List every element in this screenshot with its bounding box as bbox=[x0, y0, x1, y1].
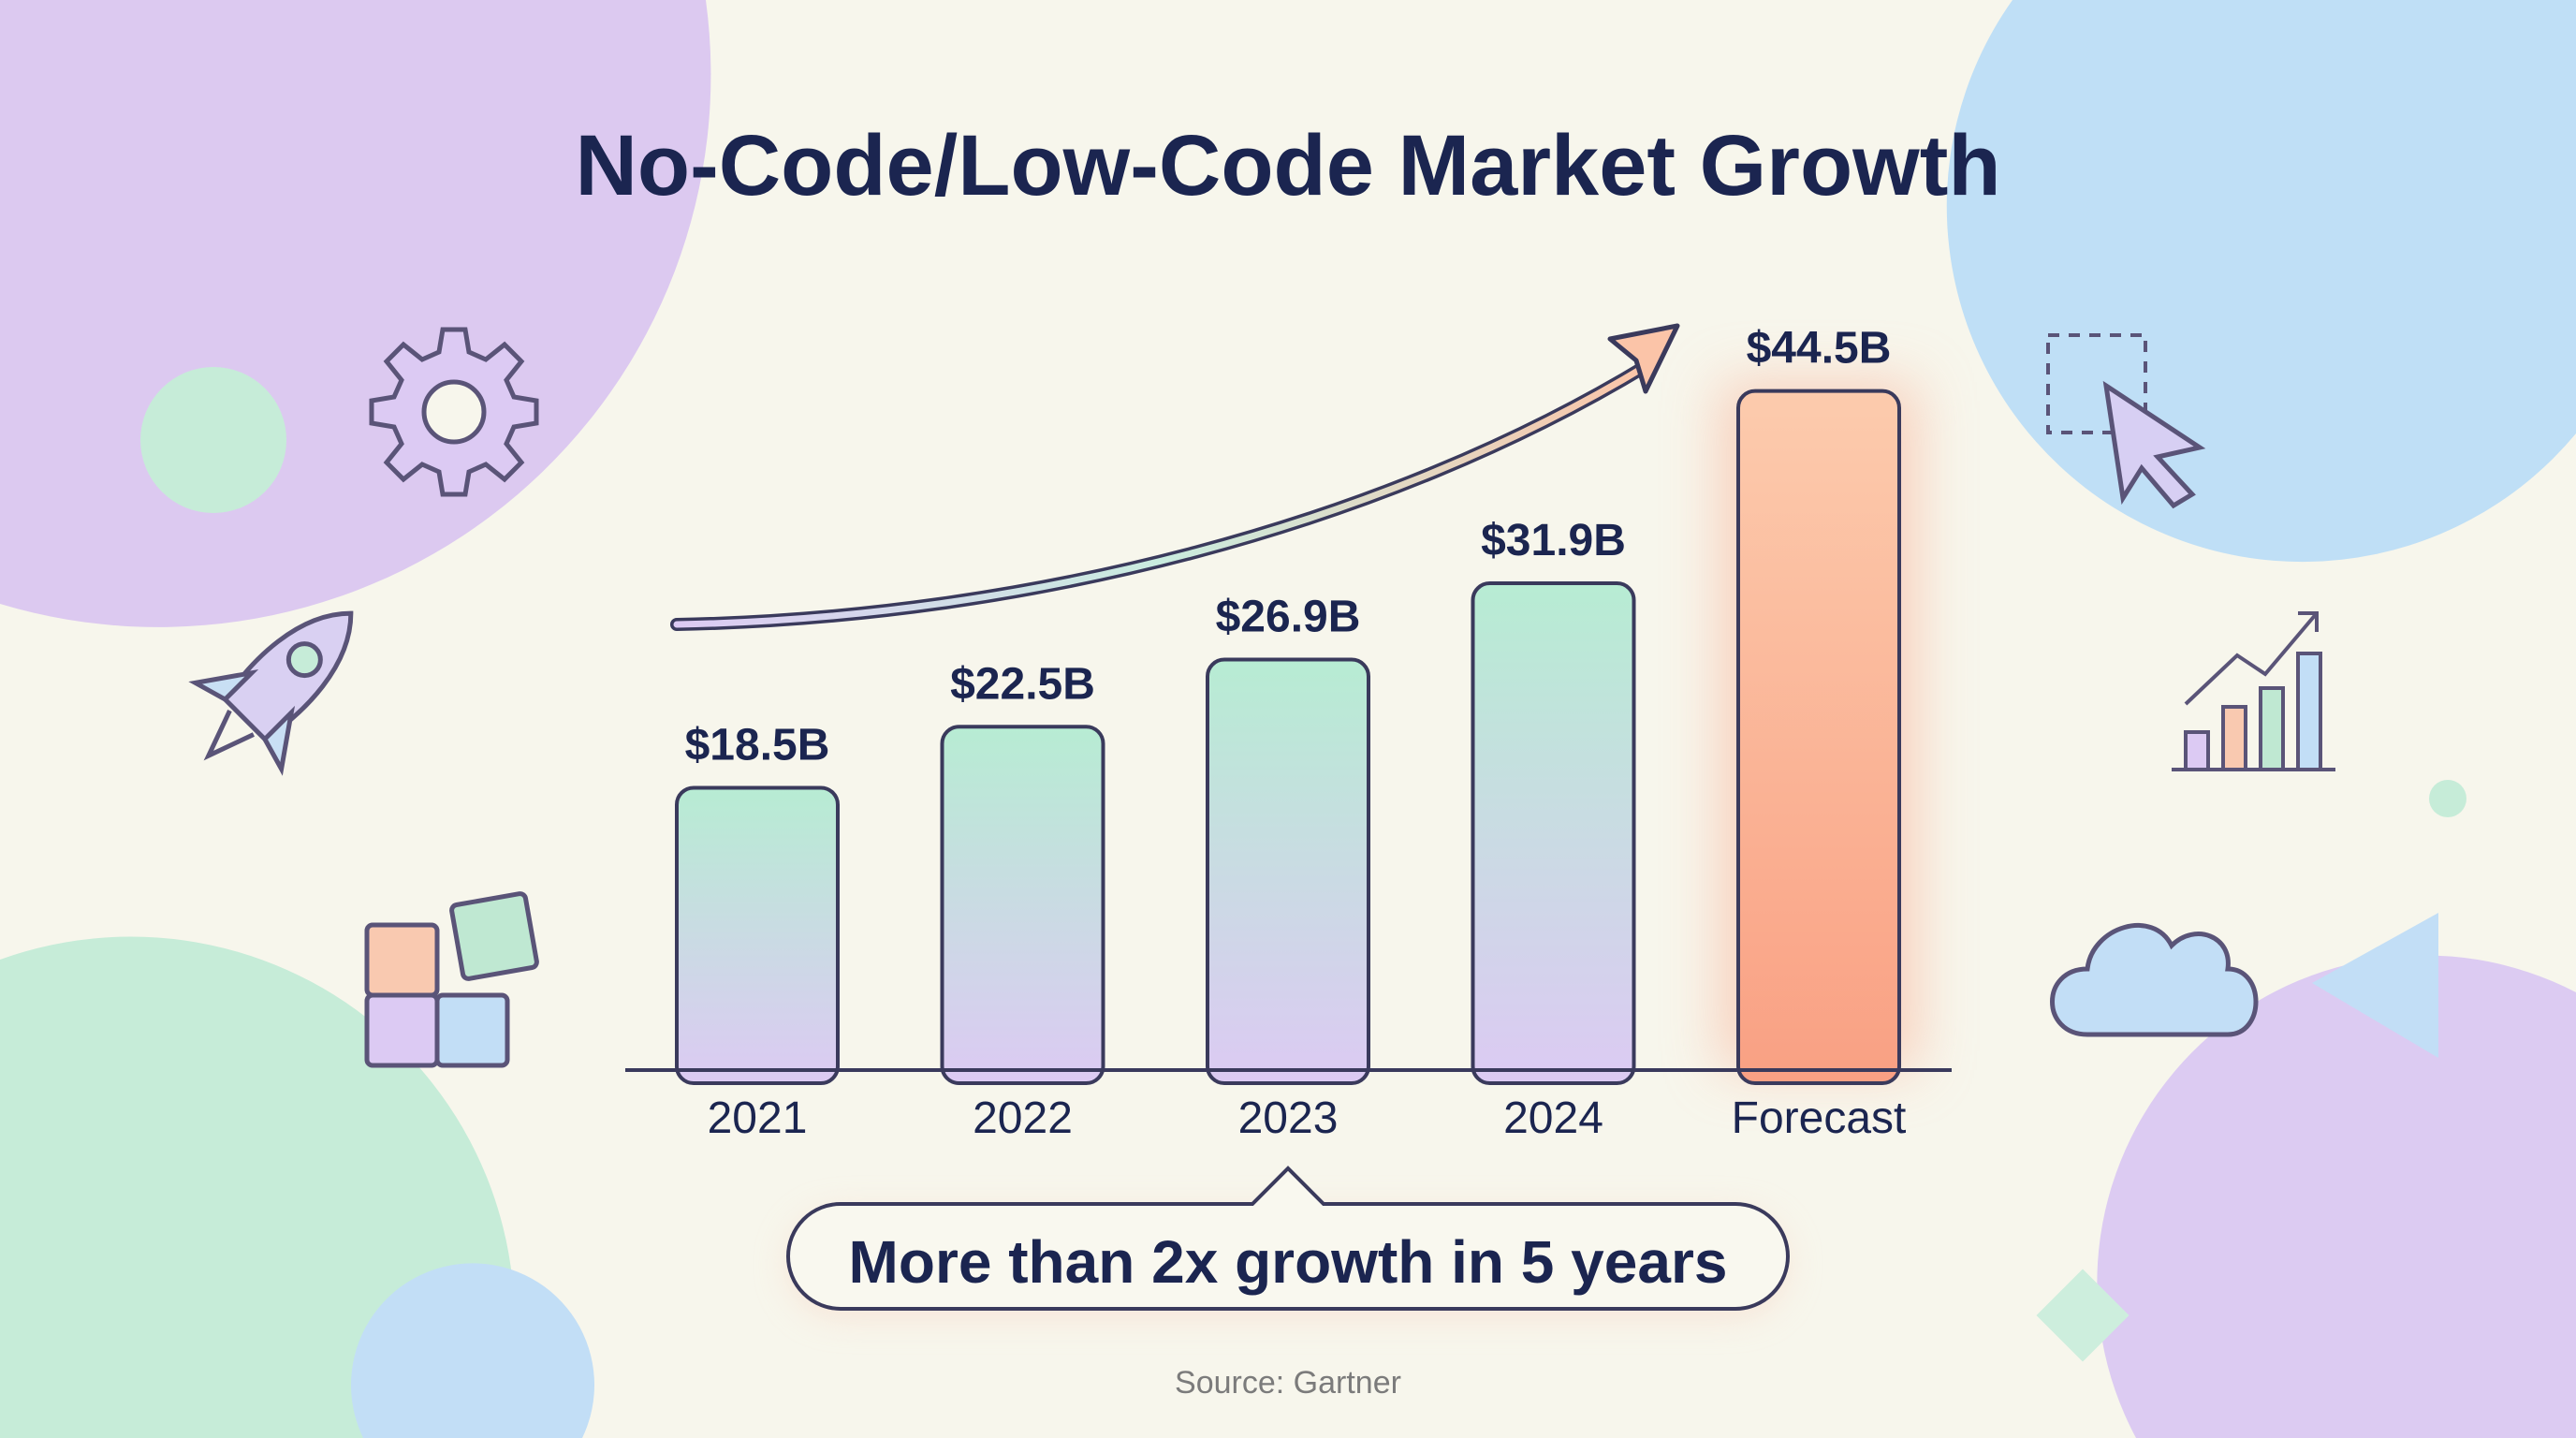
labels-group: $18.5B 2021 $22.5B 2022 $26.9B 2023 $31.9B 2024… bbox=[685, 324, 1907, 1143]
blob-purple-top-left bbox=[0, 0, 711, 627]
bars-group bbox=[675, 381, 1918, 1086]
callout: More than 2x growth in 5 years bbox=[786, 1166, 1790, 1317]
source-note: Source: Gartner bbox=[1175, 1365, 1401, 1401]
category-label: Forecast bbox=[1732, 1093, 1907, 1143]
category-label: 2023 bbox=[1238, 1093, 1339, 1143]
value-label: $18.5B bbox=[685, 720, 830, 770]
blob-blue-top-right bbox=[1946, 0, 2576, 563]
value-label: $26.9B bbox=[1216, 593, 1361, 642]
trend-arrow-icon bbox=[670, 323, 1680, 631]
category-label: 2024 bbox=[1503, 1093, 1603, 1143]
value-label: $31.9B bbox=[1481, 516, 1626, 565]
value-label: $44.5B bbox=[1747, 324, 1892, 374]
rocket-icon bbox=[188, 610, 354, 776]
callout-text: More than 2x growth in 5 years bbox=[849, 1228, 1728, 1296]
cloud-icon bbox=[2050, 922, 2259, 1037]
blob-blue-bottom-left bbox=[351, 1263, 594, 1438]
category-label: 2022 bbox=[973, 1093, 1073, 1143]
bar-2022 bbox=[940, 725, 1105, 1085]
bar-chart-icon bbox=[2172, 611, 2335, 771]
chart-title: No-Code/Low-Code Market Growth bbox=[575, 118, 2000, 213]
dot-green bbox=[140, 367, 286, 513]
cursor-icon bbox=[2046, 333, 2206, 509]
value-label: $22.5B bbox=[950, 659, 1095, 709]
puzzle-icon bbox=[364, 891, 539, 1068]
bar-2023 bbox=[1206, 657, 1370, 1086]
blob-purple-bottom-right bbox=[2097, 955, 2576, 1438]
bar-forecast bbox=[1736, 389, 1901, 1085]
dot-green-small bbox=[2429, 780, 2466, 817]
diamond-shape bbox=[2036, 1269, 2130, 1362]
bar-2024 bbox=[1471, 581, 1636, 1085]
category-label: 2021 bbox=[708, 1093, 808, 1143]
gear-icon bbox=[369, 327, 539, 497]
triangle-shape bbox=[2312, 913, 2438, 1058]
bar-2021 bbox=[675, 785, 840, 1085]
